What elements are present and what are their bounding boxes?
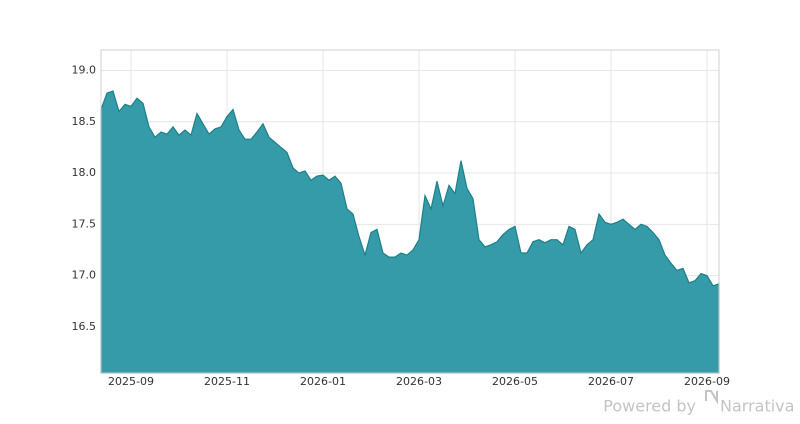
y-tick-label: 18.5 — [72, 115, 97, 128]
y-tick-label: 18.0 — [72, 166, 97, 179]
x-tick-label: 2026-03 — [396, 375, 442, 388]
footer-text: Powered by — [603, 397, 696, 416]
footer-brand: Narrativa — [720, 397, 794, 416]
y-tick-label: 16.5 — [72, 320, 97, 333]
x-tick-label: 2026-09 — [684, 375, 730, 388]
x-tick-label: 2025-09 — [108, 375, 154, 388]
y-tick-label: 19.0 — [72, 64, 97, 77]
brand-logo — [705, 390, 718, 405]
x-tick-label: 2026-01 — [300, 375, 346, 388]
x-tick-label: 2026-05 — [492, 375, 538, 388]
area — [100, 90, 720, 374]
x-tick-label: 2025-11 — [204, 375, 250, 388]
x-tick-label: 2026-07 — [588, 375, 634, 388]
y-tick-label: 17.0 — [72, 269, 97, 282]
y-tick-label: 17.5 — [72, 217, 97, 230]
plot-frame — [100, 49, 720, 374]
